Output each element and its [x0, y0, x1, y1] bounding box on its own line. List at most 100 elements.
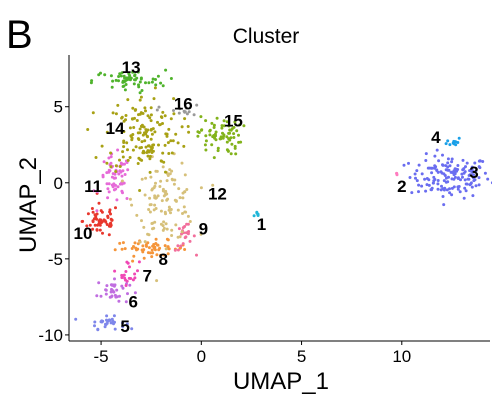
data-point [97, 281, 101, 285]
data-point [131, 259, 135, 263]
data-point [167, 152, 171, 155]
data-point [461, 175, 464, 179]
data-point [456, 177, 460, 180]
data-point [444, 164, 448, 168]
data-point [446, 157, 450, 161]
data-point [183, 110, 187, 114]
data-point [203, 143, 207, 147]
data-point [220, 124, 224, 128]
data-point [427, 183, 431, 187]
cluster-label: 1 [257, 215, 266, 234]
cluster-label: 11 [84, 177, 102, 196]
data-point [232, 136, 236, 139]
data-point [183, 236, 187, 240]
data-point [150, 132, 154, 136]
data-point [216, 149, 220, 153]
data-point [138, 127, 142, 131]
data-point [199, 232, 203, 236]
data-point [149, 175, 153, 179]
data-point [125, 197, 129, 200]
data-point [149, 113, 153, 117]
data-point [146, 114, 150, 118]
data-point [110, 175, 114, 179]
data-point [156, 120, 159, 124]
data-point [142, 151, 146, 155]
data-point [233, 144, 237, 148]
data-point [448, 191, 452, 195]
data-point [154, 78, 157, 81]
data-point [94, 156, 98, 159]
data-point [471, 194, 475, 198]
data-point [140, 123, 144, 127]
data-point [435, 148, 439, 152]
cluster-16-points [155, 103, 199, 117]
data-point [100, 319, 104, 323]
data-point [164, 132, 168, 136]
data-point [150, 248, 154, 252]
data-point [117, 299, 121, 303]
data-point [126, 261, 130, 265]
data-point [123, 173, 127, 176]
data-point [92, 189, 96, 193]
data-point [467, 177, 471, 181]
data-point [118, 158, 121, 162]
data-point [105, 223, 109, 226]
data-point [182, 205, 186, 209]
data-point [96, 328, 100, 332]
data-point [161, 165, 165, 169]
data-point [142, 248, 146, 252]
data-point [116, 103, 120, 107]
data-point [417, 183, 421, 187]
data-point [155, 253, 159, 257]
data-point [120, 247, 124, 251]
data-point [183, 117, 187, 121]
data-point [424, 189, 428, 193]
data-point [85, 224, 89, 228]
data-point [186, 125, 190, 128]
data-point [212, 123, 216, 127]
data-point [423, 177, 427, 181]
data-point [433, 164, 437, 168]
data-point [468, 173, 472, 177]
data-point [464, 182, 468, 186]
data-point [470, 170, 474, 174]
data-point [151, 187, 154, 191]
data-point [448, 143, 452, 147]
data-point [424, 152, 428, 156]
data-point [122, 84, 126, 88]
data-point [170, 151, 174, 155]
data-point [101, 173, 105, 177]
data-point [164, 247, 168, 251]
data-point [163, 210, 167, 214]
data-point [125, 279, 129, 283]
data-point [204, 139, 208, 143]
cluster-label: 12 [208, 184, 227, 203]
data-point [105, 284, 109, 288]
data-point [143, 131, 146, 135]
data-point [187, 130, 191, 134]
data-point [153, 194, 157, 198]
data-point [161, 110, 165, 114]
data-point [104, 288, 108, 292]
data-point [172, 97, 176, 101]
data-point [121, 155, 125, 159]
data-point [176, 141, 180, 145]
data-point [173, 178, 177, 182]
data-point [147, 246, 151, 250]
cluster-9-points [173, 222, 198, 257]
y-tick-label: -5 [48, 250, 63, 269]
data-point [169, 77, 173, 80]
data-point [104, 220, 108, 224]
data-point [133, 241, 137, 245]
x-tick-label: -5 [94, 347, 109, 366]
data-point [180, 161, 184, 165]
data-point [169, 139, 173, 143]
data-point [97, 201, 101, 205]
data-point [417, 190, 420, 194]
data-point [188, 239, 192, 243]
cluster-label: 6 [128, 292, 137, 311]
data-point [441, 195, 445, 198]
data-point [483, 171, 487, 175]
data-point [154, 237, 158, 241]
data-point [415, 179, 419, 183]
